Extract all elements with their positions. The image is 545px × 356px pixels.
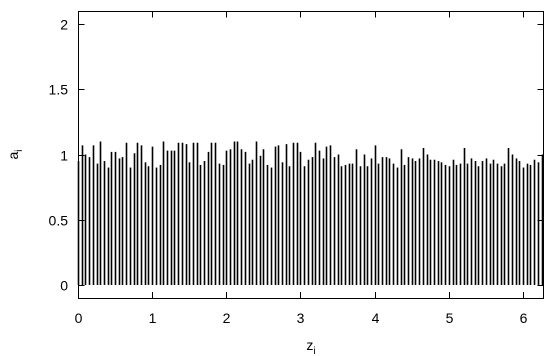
x-tick-label: 4 (372, 310, 380, 326)
x-tick-label: 6 (520, 310, 528, 326)
tick-labels-group: 0 1 2 3 4 5 6 0 0.5 1 1.5 2 (49, 17, 528, 327)
y-axis-label-subscript: i (14, 149, 25, 151)
y-tick-label: 0 (60, 278, 68, 294)
y-axis-label-main: a (5, 152, 21, 160)
y-tick-label: 1 (60, 148, 68, 164)
x-axis-label-subscript: i (313, 346, 315, 356)
x-axis-label-main: z (306, 337, 313, 353)
x-tick-label: 3 (297, 310, 305, 326)
x-tick-label: 5 (446, 310, 454, 326)
bars-group (77, 141, 544, 285)
y-axis-label: ai (5, 149, 25, 159)
x-axis-label: zi (306, 337, 315, 356)
y-tick-label: 0.5 (49, 213, 69, 229)
x-tick-label: 0 (75, 310, 83, 326)
y-tick-label: 1.5 (49, 82, 69, 98)
x-tick-label: 1 (149, 310, 157, 326)
ticks-group (78, 11, 544, 298)
x-tick-label: 2 (223, 310, 231, 326)
y-tick-label: 2 (60, 17, 68, 33)
